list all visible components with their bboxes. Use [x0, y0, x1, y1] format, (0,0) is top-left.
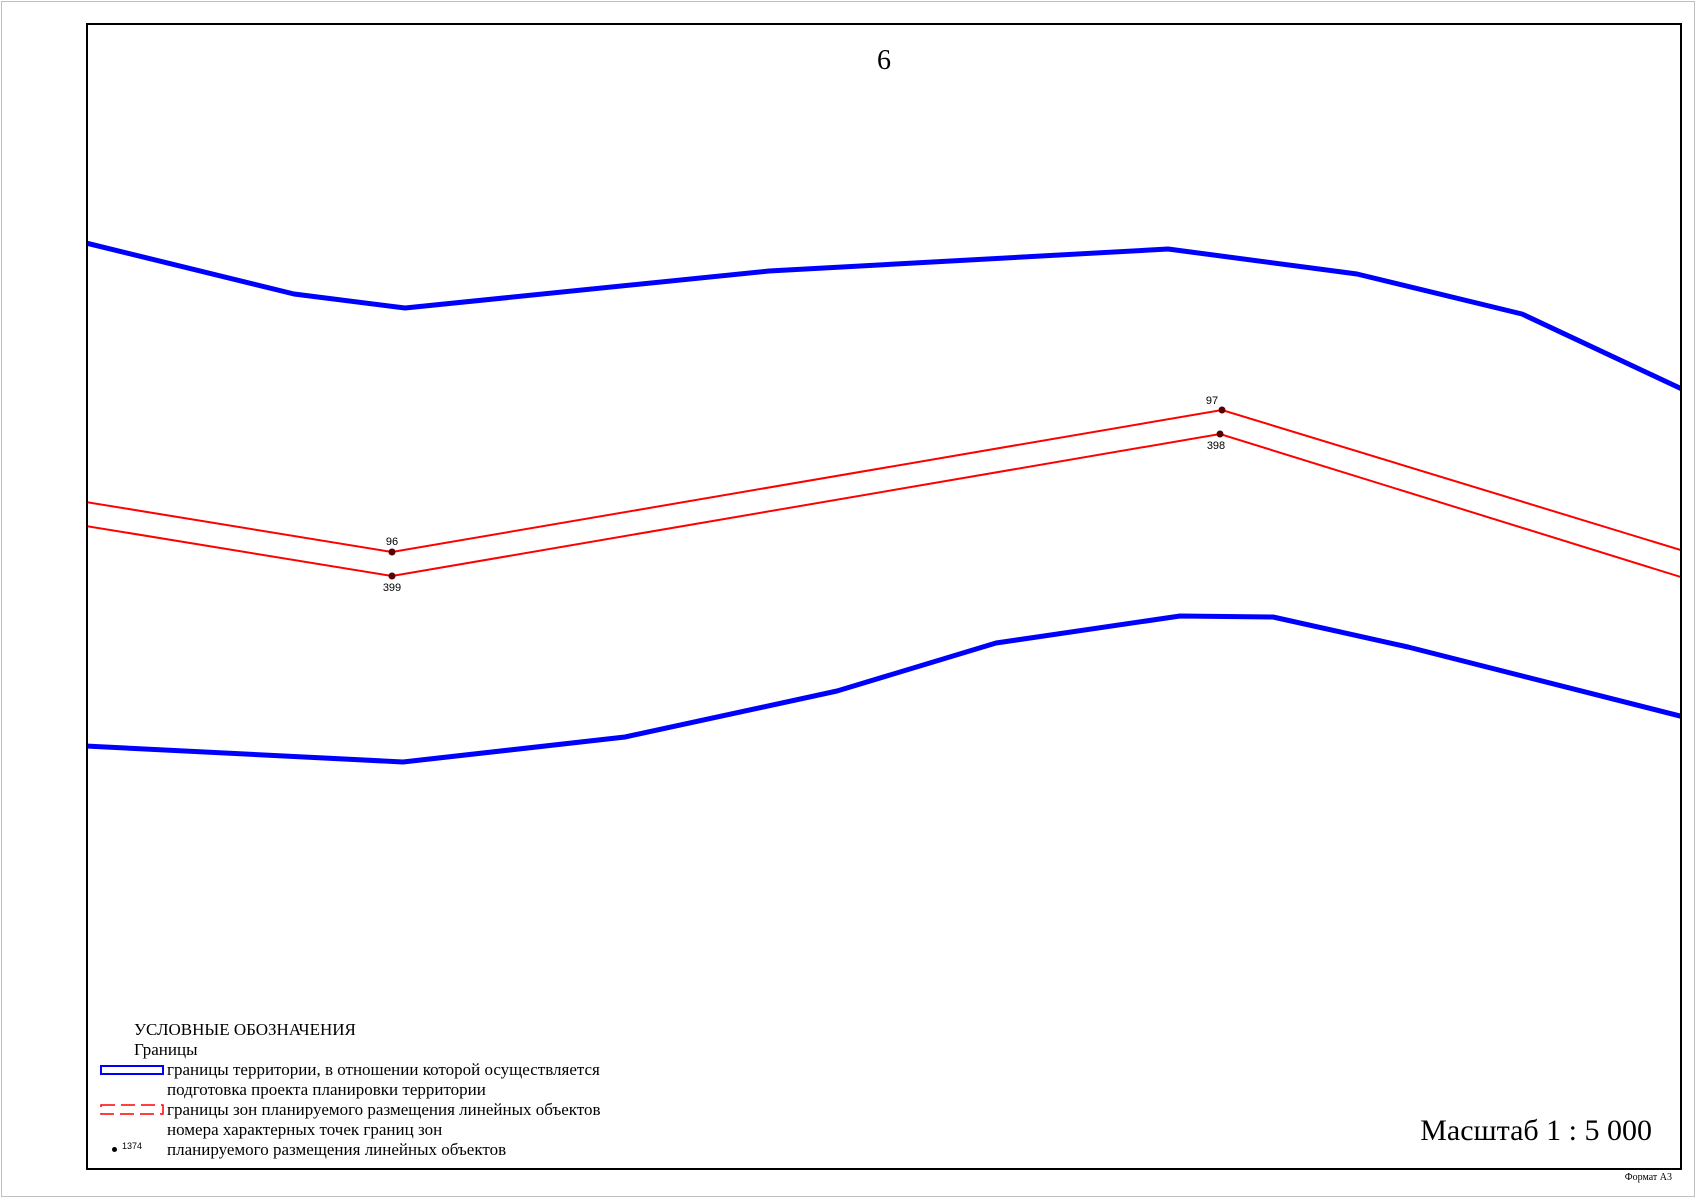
- point-97-marker: [1218, 406, 1226, 414]
- point-96-label: 96: [386, 536, 398, 548]
- map-canvas: 96 399 97 398: [88, 240, 1680, 765]
- format-label: Формат А3: [1624, 1172, 1672, 1183]
- point-number-sample: 1374: [122, 1141, 143, 1151]
- point-dot-icon: [112, 1147, 117, 1152]
- point-96-marker: [388, 548, 396, 556]
- point-399-marker: [388, 572, 396, 580]
- legend-item-points-line1: номера характерных точек границ зон: [167, 1120, 443, 1139]
- legend-item-territory-line2: подготовка проекта планировки территории: [167, 1080, 486, 1099]
- zone-boundary-symbol: [100, 1104, 164, 1115]
- legend-title: УСЛОВНЫЕ ОБОЗНАЧЕНИЯ: [134, 1020, 356, 1039]
- legend-item-zone-line1: границы зон планируемого размещения лине…: [167, 1100, 601, 1119]
- zone-boundary-lower: [88, 432, 1680, 578]
- legend-subtitle: Границы: [134, 1040, 198, 1059]
- zone-boundary-upper: [88, 408, 1680, 554]
- point-number-symbol: 1374: [112, 1141, 142, 1155]
- legend-item-territory-line1: границы территории, в отношении которой …: [167, 1060, 600, 1079]
- territory-boundary-upper: [88, 240, 1680, 391]
- map-frame: 96 399 97 398 6 УСЛОВНЫЕ ОБОЗНАЧЕНИЯ Гра…: [86, 23, 1682, 1170]
- point-398-label: 398: [1207, 440, 1225, 452]
- scale-label: Масштаб 1 : 5 000: [1420, 1114, 1652, 1147]
- legend-item-points-line2: планируемого размещения линейных объекто…: [167, 1140, 507, 1159]
- point-398-marker: [1216, 430, 1224, 438]
- point-97-label: 97: [1206, 395, 1218, 407]
- territory-boundary-lower: [88, 613, 1680, 765]
- territory-boundary-symbol: [100, 1065, 164, 1075]
- sheet-number: 6: [877, 45, 891, 76]
- legend: УСЛОВНЫЕ ОБОЗНАЧЕНИЯ Границы границы тер…: [98, 1020, 718, 1160]
- point-399-label: 399: [383, 582, 401, 594]
